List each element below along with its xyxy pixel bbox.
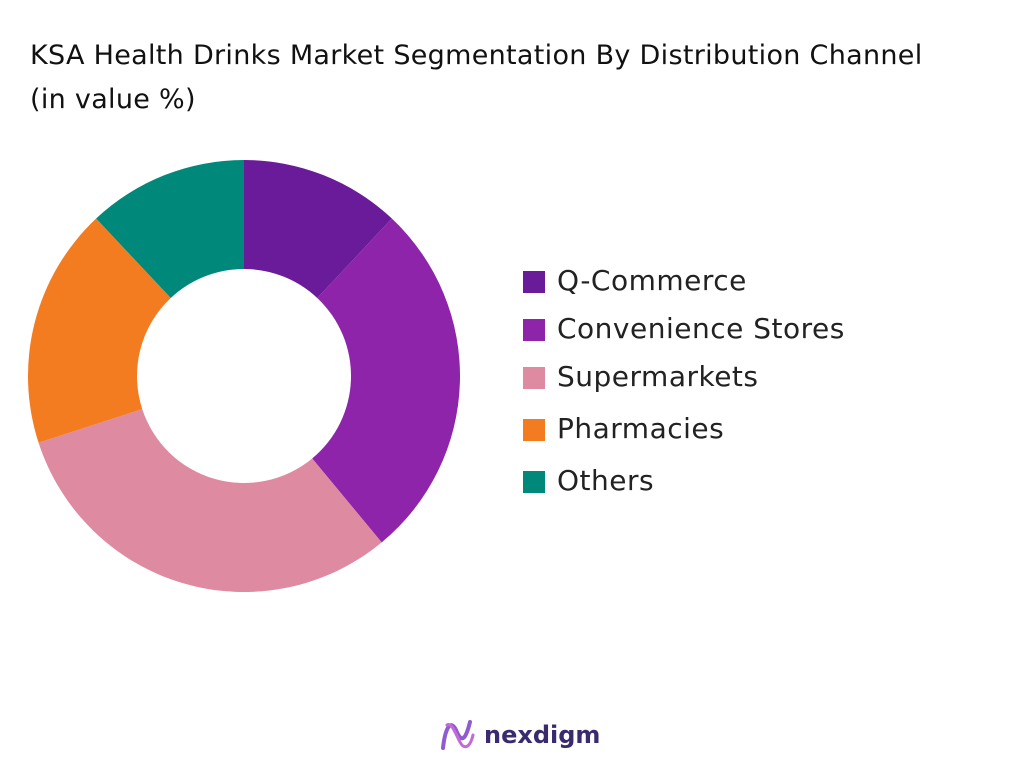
legend-swatch	[523, 471, 545, 493]
chart-title: KSA Health Drinks Market Segmentation By…	[30, 40, 923, 115]
logo-icon	[445, 723, 475, 749]
legend-label: Others	[557, 464, 654, 497]
brand-logo: nexdigm	[441, 720, 600, 750]
donut-segment	[96, 160, 245, 299]
logo-icon	[441, 720, 472, 750]
legend-swatch	[523, 367, 545, 389]
legend-swatch	[523, 319, 545, 341]
legend-swatch	[523, 419, 545, 441]
donut-segment	[312, 218, 461, 543]
brand-name: nexdigm	[484, 721, 600, 749]
donut-segment	[244, 160, 392, 299]
donut-segment	[28, 218, 171, 443]
legend-swatch	[523, 271, 545, 293]
donut-segment	[38, 409, 382, 592]
legend-label: Supermarkets	[557, 360, 759, 393]
legend-label: Q-Commerce	[557, 264, 747, 297]
legend-label: Pharmacies	[557, 412, 724, 445]
legend-label: Convenience Stores	[557, 312, 845, 345]
